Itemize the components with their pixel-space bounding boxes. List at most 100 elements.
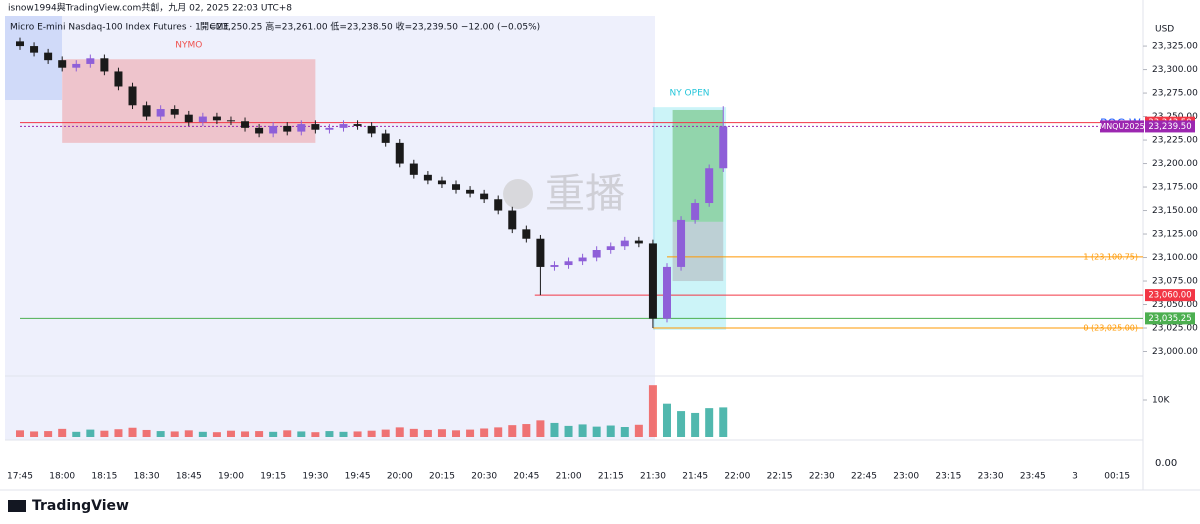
candle-body <box>648 243 657 319</box>
price-tag-label: 23,060.00 <box>1148 291 1191 301</box>
candle-body <box>72 63 81 68</box>
x-tick-label: 21:00 <box>556 472 582 482</box>
candle-body <box>662 266 671 319</box>
volume-bar <box>522 424 531 437</box>
y-tick-label: 23,325.00 <box>1152 42 1198 52</box>
brand: TradingView <box>32 498 129 514</box>
candle-body <box>395 142 404 164</box>
candle-body <box>128 86 137 106</box>
volume-bar <box>100 430 109 437</box>
candle-body <box>297 124 306 132</box>
zone <box>62 59 316 143</box>
y-tick-label: 23,100.00 <box>1152 253 1198 263</box>
x-tick-label: 23:00 <box>893 472 919 482</box>
x-tick-label: 21:15 <box>598 472 624 482</box>
candle-body <box>30 46 39 53</box>
watermark-icon <box>503 179 533 209</box>
volume-bar <box>691 412 700 437</box>
x-tick-label: 23:30 <box>978 472 1004 482</box>
price-tag <box>1145 312 1195 325</box>
candle-body <box>705 168 714 204</box>
price-tag-label: 23,239.50 <box>1148 122 1191 132</box>
x-tick-label: 22:00 <box>724 472 750 482</box>
candle-body <box>466 189 475 194</box>
volume-bar <box>170 431 179 437</box>
candle-body <box>255 127 264 134</box>
symbol-title: Micro E-mini Nasdaq-100 Index Futures · … <box>10 23 229 33</box>
x-tick-label: 22:15 <box>767 472 793 482</box>
candle-body <box>241 121 250 128</box>
volume-bar <box>592 426 601 437</box>
volume-bar <box>606 425 615 437</box>
volume-bar <box>86 429 95 437</box>
candle-body <box>536 238 545 267</box>
candle-body <box>170 109 179 115</box>
level-label: 0 (23,025.00) <box>1083 324 1138 333</box>
x-tick-label: 18:45 <box>176 472 202 482</box>
attribution: isnow1994與TradingView.com共創，九月 02, 2025 … <box>8 2 292 14</box>
y-tick-label: 23,050.00 <box>1152 300 1198 310</box>
candle-body <box>212 116 221 121</box>
candle-body <box>452 184 461 190</box>
candle-body <box>367 125 376 134</box>
volume-bar <box>409 428 418 437</box>
volume-bar <box>156 431 165 437</box>
brand-logo <box>8 500 26 512</box>
candle-body <box>325 127 334 130</box>
candle-body <box>564 261 573 266</box>
volume-bar <box>212 432 221 437</box>
volume-bar <box>452 430 461 437</box>
volume-bar <box>325 431 334 437</box>
volume-bar <box>198 431 207 437</box>
candle-body <box>606 246 615 251</box>
volume-bar <box>44 431 53 437</box>
asia-zone <box>5 16 62 100</box>
volume-bar <box>311 432 320 437</box>
volume-bar <box>508 425 517 437</box>
volume-bar <box>283 430 292 437</box>
x-tick-label: 18:15 <box>91 472 117 482</box>
candle-body <box>114 71 123 87</box>
volume-bar <box>677 411 686 437</box>
x-tick-label: 20:45 <box>513 472 539 482</box>
candle-body <box>100 58 109 72</box>
candle-body <box>620 240 629 247</box>
y-tick-label: 23,275.00 <box>1152 89 1198 99</box>
candle-body <box>409 163 418 175</box>
volume-bar <box>634 424 643 437</box>
candle-body <box>269 125 278 134</box>
x-tick-label: 22:30 <box>809 472 835 482</box>
y-tick-label: 23,300.00 <box>1152 65 1198 75</box>
candle-body <box>494 199 503 211</box>
y-tick-label: 23,125.00 <box>1152 230 1198 240</box>
volume-bar <box>367 430 376 437</box>
y-tick-label: 23,225.00 <box>1152 136 1198 146</box>
volume-bar <box>381 429 390 437</box>
candle-body <box>156 109 165 117</box>
x-tick-label: 17:45 <box>7 472 33 482</box>
session-shade <box>5 16 655 440</box>
y-tick-label: 23,175.00 <box>1152 183 1198 193</box>
y-tick-label: 23,000.00 <box>1152 347 1198 357</box>
ohlc-readout: 開=23,250.25 高=23,261.00 低=23,238.50 收=23… <box>200 21 540 33</box>
watermark: 重播 <box>545 171 625 217</box>
volume-bar <box>494 427 503 437</box>
volume-bar <box>648 385 657 437</box>
candle-body <box>283 125 292 132</box>
x-tick-label: 18:30 <box>134 472 160 482</box>
v-tick-label: 10K <box>1152 395 1170 405</box>
candle-body <box>634 240 643 244</box>
volume-bar <box>142 429 151 437</box>
x-tick-label: 19:00 <box>218 472 244 482</box>
price-tag <box>1145 120 1195 133</box>
y-tick-label: 23,200.00 <box>1152 159 1198 169</box>
candle-body <box>677 219 686 267</box>
x-tick-label: 20:15 <box>429 472 455 482</box>
volume-bar <box>16 430 24 437</box>
x-tick-label: 21:30 <box>640 472 666 482</box>
candle-body <box>226 120 235 122</box>
volume-bar <box>128 427 137 437</box>
x-tick-label: 19:15 <box>260 472 286 482</box>
x-tick-label: 3 <box>1072 472 1078 482</box>
candle-body <box>16 41 24 47</box>
